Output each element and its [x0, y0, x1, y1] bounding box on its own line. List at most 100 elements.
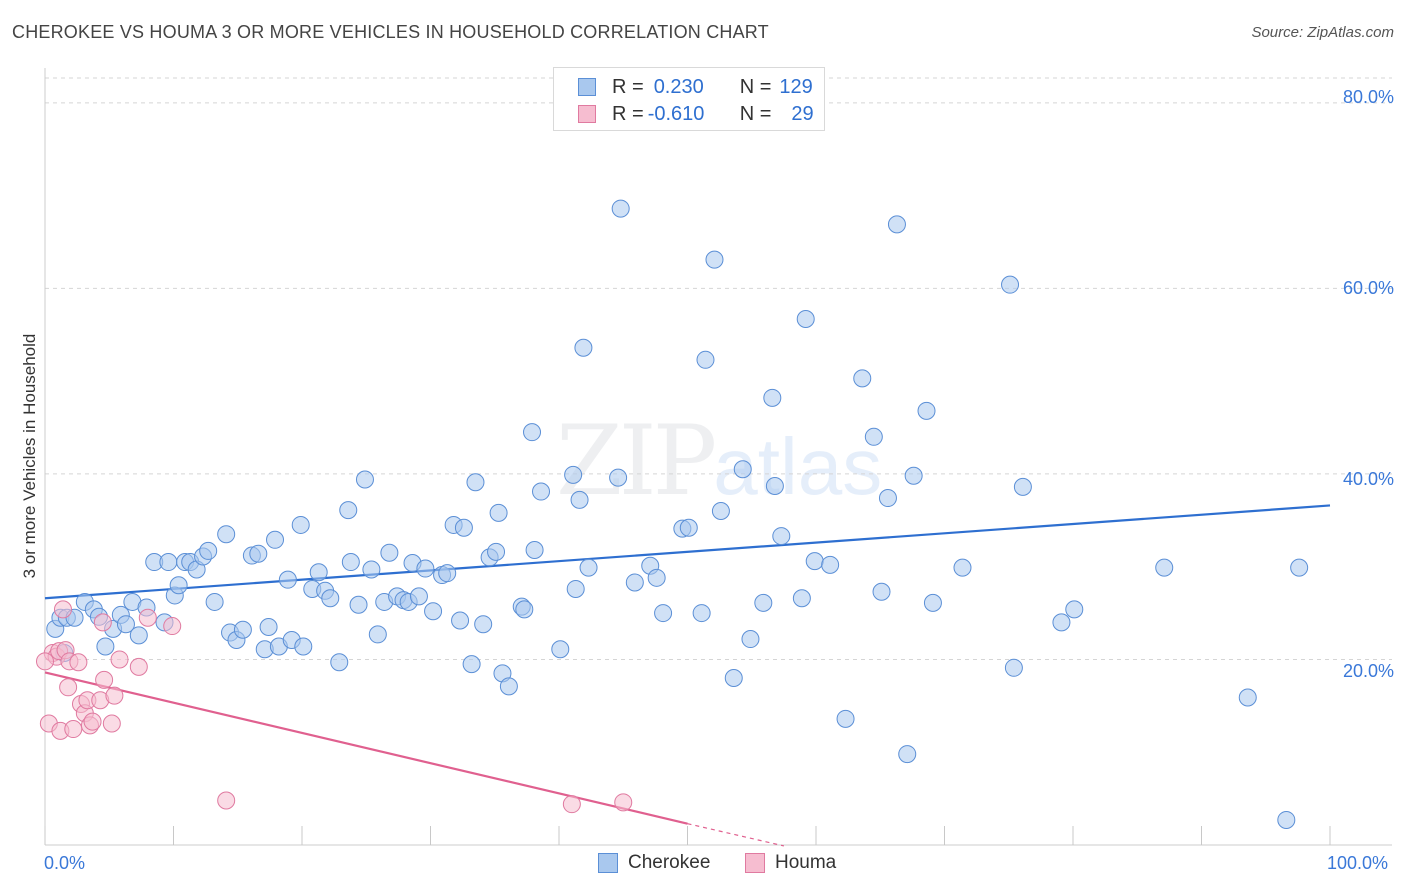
houma-point [129, 657, 148, 676]
cherokee-point [409, 587, 428, 606]
cherokee-point [551, 640, 570, 659]
houma-point [217, 791, 236, 810]
cherokee-point [1013, 477, 1032, 496]
r-value: 0.230 [653, 75, 704, 98]
x-tick-label-min: 0.0% [44, 853, 86, 873]
cherokee-point [805, 552, 824, 571]
cherokee-point [792, 589, 811, 608]
cherokee-point [878, 489, 897, 508]
chart-title: CHEROKEE VS HOUMA 3 OR MORE VEHICLES IN … [12, 22, 769, 42]
cherokee-point [625, 573, 644, 592]
cherokee-point [462, 655, 481, 674]
y-tick-label-40: 40.0% [1342, 469, 1394, 489]
cherokee-point [1065, 600, 1084, 619]
houma-swatch [578, 105, 596, 123]
houma-point [95, 670, 114, 689]
cherokee-point [416, 559, 435, 578]
cherokee-point [733, 460, 752, 479]
houma-point [562, 795, 581, 814]
cherokee-point [330, 653, 349, 672]
cherokee-point [294, 637, 313, 656]
houma-point [53, 600, 72, 619]
cherokee-point [1277, 810, 1296, 829]
houma-legend-label: Houma [775, 852, 837, 873]
cherokee-point [821, 555, 840, 574]
cherokee-point [199, 541, 218, 560]
houma-point [69, 653, 88, 672]
cherokee-point [169, 576, 188, 595]
cherokee-point [772, 527, 791, 546]
houma-trend-extension [687, 823, 785, 847]
cherokee-legend-label: Cherokee [628, 852, 711, 873]
n-label: N = [739, 75, 772, 98]
cherokee-point [724, 669, 743, 688]
cherokee-point [499, 677, 518, 696]
n-value: 29 [791, 102, 814, 125]
y-tick-label-20: 20.0% [1342, 661, 1394, 681]
cherokee-point [765, 476, 784, 495]
cherokee-point [647, 568, 666, 587]
cherokee-point [424, 602, 443, 621]
cherokee-point [309, 563, 328, 582]
cherokee-point [609, 468, 628, 487]
cherokee-trend-line [44, 504, 1331, 600]
cherokee-point [249, 544, 268, 563]
cherokee-point [438, 564, 457, 583]
cherokee-point [205, 592, 224, 611]
cherokee-point [362, 560, 381, 579]
stats-legend-houma: R = -0.610 N = 29 [578, 102, 814, 126]
legend-item-houma: Houma [745, 852, 836, 874]
cherokee-point [741, 630, 760, 649]
houma-point [138, 608, 157, 627]
cherokee-point [754, 593, 773, 612]
cherokee-point [1238, 688, 1257, 707]
cherokee-point [525, 540, 544, 559]
cherokee-point [339, 501, 358, 520]
cherokee-point [474, 615, 493, 634]
x-tick-label-max: 100.0% [1327, 853, 1389, 873]
stats-legend-cherokee: R = 0.230 N = 129 [578, 75, 813, 99]
cherokee-point [355, 470, 374, 489]
cherokee-point [566, 579, 585, 598]
cherokee-point [864, 427, 883, 446]
houma-point [110, 650, 129, 669]
y-tick-label-80: 80.0% [1342, 87, 1394, 107]
cherokee-points [46, 199, 1309, 829]
houma-point [614, 793, 633, 812]
cherokee-point [116, 615, 135, 634]
cherokee-point [904, 466, 923, 485]
cherokee-point [564, 465, 583, 484]
cherokee-point [1290, 558, 1309, 577]
cherokee-point [872, 582, 891, 601]
cherokee-point [380, 543, 399, 562]
cherokee-point [853, 369, 872, 388]
cherokee-point [259, 617, 278, 636]
cherokee-point [278, 570, 297, 589]
cherokee-point [1155, 558, 1174, 577]
houma-point [36, 652, 54, 671]
n-value: 129 [779, 75, 813, 98]
cherokee-point [291, 515, 310, 534]
axes [44, 68, 1392, 846]
cherokee-point [233, 620, 252, 639]
legend-item-cherokee: Cherokee [598, 852, 710, 874]
cherokee-point [1004, 658, 1023, 677]
cherokee-point [349, 595, 368, 614]
cherokee-point [579, 558, 598, 577]
cherokee-point [574, 338, 593, 357]
cherokee-point [96, 637, 115, 656]
cherokee-point [532, 482, 551, 501]
y-axis-label: 3 or more Vehicles in Household [20, 333, 39, 579]
cherokee-point [711, 502, 730, 521]
cherokee-point [570, 490, 589, 509]
houma-point [102, 714, 121, 733]
n-label: N = [739, 102, 772, 125]
cherokee-point [898, 745, 917, 764]
cherokee-point [696, 350, 715, 369]
grid [45, 77, 1392, 660]
r-label: R = [612, 75, 644, 98]
stats-legend: R = 0.230 N = 129 R = -0.610 N = 29 [553, 67, 825, 131]
cherokee-point [1001, 275, 1020, 294]
houma-point [83, 712, 102, 731]
cherokee-point [454, 518, 473, 537]
